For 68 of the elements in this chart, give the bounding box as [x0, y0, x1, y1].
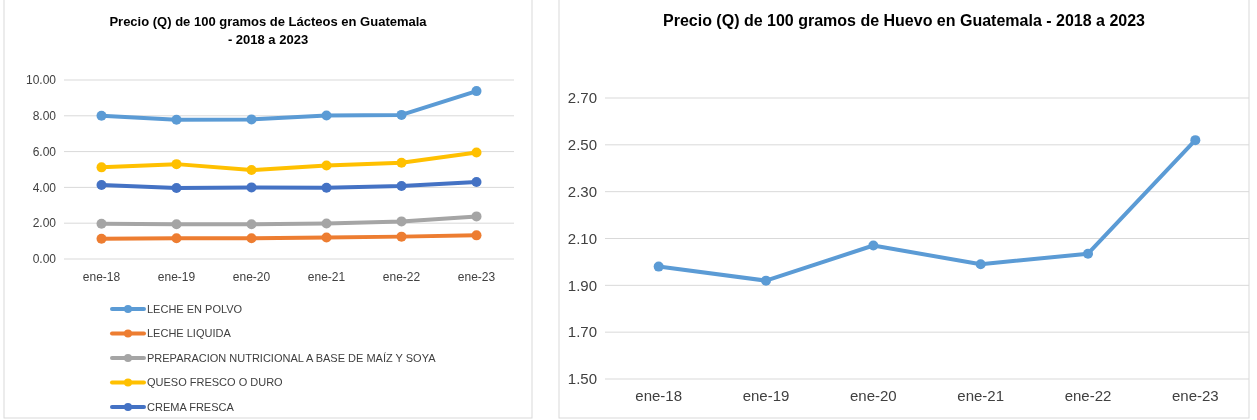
- y-tick-label: 1.50: [567, 370, 597, 388]
- y-tick-label: 1.70: [567, 323, 597, 341]
- point: [246, 233, 257, 244]
- point: [471, 86, 482, 97]
- point: [246, 165, 257, 176]
- x-tick-label: ene-20: [232, 270, 271, 284]
- x-tick-label: ene-18: [82, 270, 121, 284]
- point: [171, 233, 182, 244]
- point: [396, 157, 407, 168]
- point: [96, 110, 107, 121]
- point: [1190, 135, 1201, 146]
- y-tick-label: 2.50: [567, 136, 597, 154]
- x-tick-label: ene-19: [157, 270, 196, 284]
- legend-label: PREPARACION NUTRICIONAL A BASE DE MAÍZ Y SOYA: [147, 351, 437, 364]
- point: [761, 275, 771, 286]
- point: [321, 160, 332, 171]
- x-tick-label: ene-22: [1064, 387, 1112, 404]
- x-tick-label: ene-21: [307, 270, 346, 284]
- legend-label: LECHE LIQUIDA: [147, 327, 232, 340]
- x-tick-label: ene-23: [457, 270, 496, 284]
- point: [396, 231, 407, 242]
- point: [246, 114, 257, 125]
- y-tick-label: 2.70: [567, 89, 597, 107]
- point: [321, 182, 332, 193]
- point: [321, 232, 332, 243]
- point: [471, 177, 482, 188]
- x-tick-label: ene-18: [635, 387, 683, 404]
- point: [653, 261, 664, 272]
- point: [321, 110, 332, 121]
- point: [471, 230, 482, 241]
- chart-title: Precio (Q) de 100 gramos de Huevo en Guatemala - 2018 a 2023: [663, 12, 1146, 29]
- point: [96, 180, 107, 191]
- point: [96, 218, 107, 229]
- y-tick-label: 8.00: [32, 109, 57, 123]
- y-tick-label: 10.00: [25, 73, 57, 88]
- point: [96, 162, 107, 173]
- point: [171, 114, 182, 125]
- y-tick-label: 2.10: [567, 229, 597, 247]
- point: [171, 182, 182, 193]
- x-tick-label: ene-22: [382, 270, 421, 284]
- y-tick-label: 1.90: [567, 276, 597, 294]
- point: [171, 159, 182, 170]
- x-tick-label: ene-19: [742, 387, 790, 404]
- x-tick-label: ene-23: [1171, 387, 1219, 404]
- legend-label: LECHE EN POLVO: [147, 302, 243, 315]
- legend-label: CREMA FRESCA: [147, 400, 235, 413]
- x-tick-label: ene-20: [849, 387, 897, 404]
- point: [246, 219, 257, 230]
- point: [471, 147, 482, 158]
- y-tick-label: 2.00: [32, 216, 57, 231]
- point: [396, 109, 407, 120]
- y-tick-label: 6.00: [32, 144, 57, 159]
- point: [321, 218, 332, 229]
- point: [171, 219, 182, 230]
- point: [246, 182, 257, 193]
- point: [975, 259, 986, 270]
- chart-title: Precio (Q) de 100 gramos de Lácteos en Guatemala - 2018 a 2023: [109, 14, 428, 48]
- point: [396, 216, 407, 227]
- point: [1083, 248, 1093, 259]
- y-tick-label: 4.00: [32, 180, 57, 195]
- point: [396, 180, 407, 191]
- legend-label: QUESO FRESCO O DURO: [147, 376, 284, 389]
- point: [96, 233, 107, 244]
- x-tick-label: ene-21: [957, 387, 1005, 404]
- point: [471, 211, 482, 222]
- y-tick-label: 2.30: [567, 182, 597, 200]
- y-tick-label: 0.00: [32, 252, 57, 267]
- point: [868, 240, 879, 251]
